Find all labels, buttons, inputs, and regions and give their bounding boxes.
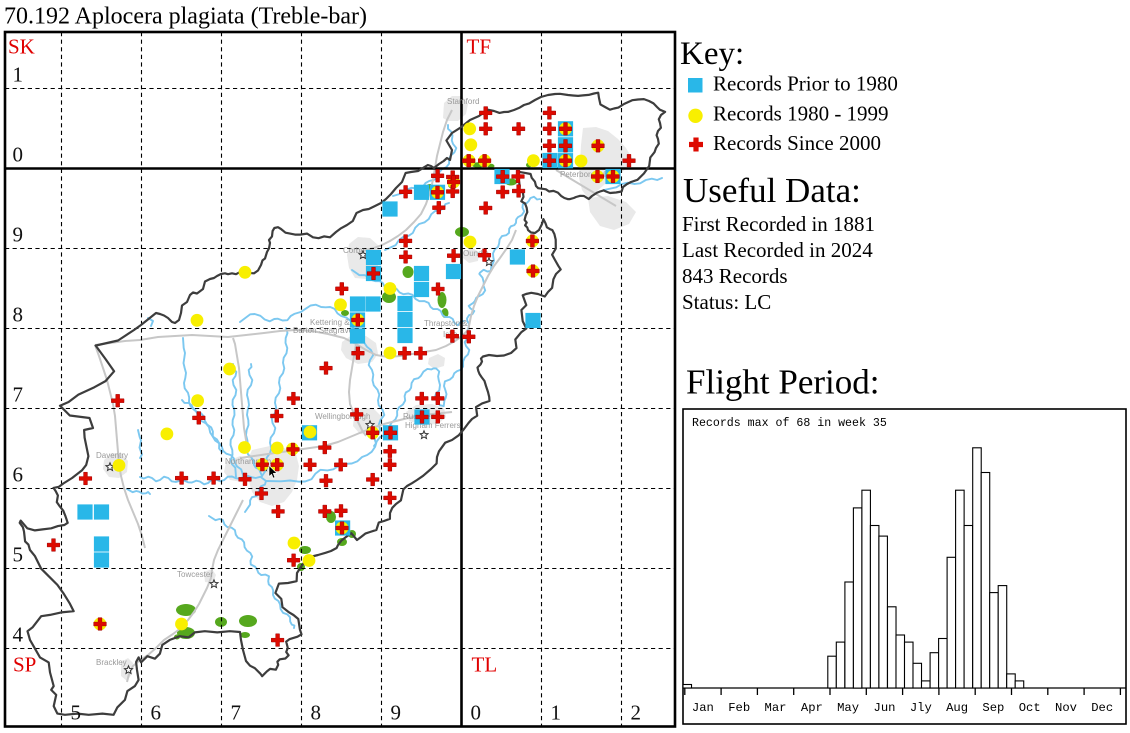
svg-text:Aug: Aug [946, 701, 968, 715]
svg-text:Thrapston &: Thrapston & [424, 319, 468, 328]
svg-text:Feb: Feb [728, 701, 750, 715]
svg-text:Apr: Apr [801, 701, 823, 715]
svg-text:2: 2 [631, 701, 642, 725]
svg-text:Jun: Jun [874, 701, 896, 715]
svg-text:Records Prior to 1980: Records Prior to 1980 [713, 72, 898, 96]
svg-text:May: May [837, 701, 859, 715]
svg-text:Useful Data:: Useful Data: [683, 171, 861, 210]
svg-text:1: 1 [13, 63, 24, 87]
svg-text:70.192 Aplocera plagiata (Treb: 70.192 Aplocera plagiata (Treble-bar) [4, 4, 367, 30]
svg-text:Kettering &: Kettering & [310, 318, 350, 327]
svg-text:7: 7 [231, 701, 242, 725]
svg-text:Nov: Nov [1055, 701, 1077, 715]
svg-text:Mar: Mar [765, 701, 787, 715]
svg-text:9: 9 [13, 223, 24, 247]
svg-text:4: 4 [13, 623, 24, 647]
svg-text:Northampton: Northampton [225, 457, 271, 466]
svg-text:Flight Period:: Flight Period: [686, 363, 880, 402]
svg-text:Brackley: Brackley [96, 658, 127, 667]
svg-text:Corby: Corby [343, 246, 364, 255]
svg-text:Records max of 68 in week 35: Records max of 68 in week 35 [692, 417, 887, 430]
svg-text:TF: TF [467, 35, 492, 59]
svg-text:5: 5 [71, 701, 82, 725]
svg-text:Status: LC: Status: LC [682, 290, 771, 314]
svg-text:Dec: Dec [1091, 701, 1113, 715]
svg-text:Jan: Jan [692, 701, 714, 715]
svg-text:Towcester: Towcester [177, 570, 213, 579]
svg-text:8: 8 [13, 303, 24, 327]
svg-text:9: 9 [391, 701, 402, 725]
svg-text:5: 5 [13, 543, 24, 567]
svg-text:Peterborough: Peterborough [560, 170, 608, 179]
svg-text:6: 6 [13, 463, 24, 487]
svg-text:Daventry: Daventry [96, 451, 128, 460]
svg-text:Sep: Sep [982, 701, 1004, 715]
svg-text:6: 6 [151, 701, 162, 725]
svg-text:Oundle: Oundle [463, 249, 489, 258]
svg-text:Key:: Key: [680, 36, 744, 72]
svg-text:Last Recorded in 2024: Last Recorded in 2024 [682, 238, 873, 262]
svg-text:Oct: Oct [1019, 701, 1041, 715]
svg-text:Higham Ferrers: Higham Ferrers [405, 421, 461, 430]
svg-text:1: 1 [551, 701, 562, 725]
svg-text:Records 1980 - 1999: Records 1980 - 1999 [713, 102, 889, 126]
svg-text:Jly: Jly [910, 701, 932, 715]
svg-text:7: 7 [13, 383, 24, 407]
svg-text:843 Records: 843 Records [682, 264, 788, 288]
svg-text:First Recorded in 1881: First Recorded in 1881 [682, 212, 875, 236]
svg-text:Stamford: Stamford [447, 97, 479, 106]
svg-text:Records Since 2000: Records Since 2000 [713, 131, 881, 155]
svg-text:Barton Seagrave: Barton Seagrave [293, 326, 354, 335]
svg-text:8: 8 [311, 701, 322, 725]
svg-text:TL: TL [472, 653, 498, 677]
svg-text:0: 0 [13, 143, 24, 167]
svg-text:Wellingborough: Wellingborough [315, 412, 370, 421]
svg-text:SP: SP [13, 653, 36, 677]
svg-text:0: 0 [471, 701, 482, 725]
svg-text:SK: SK [8, 35, 35, 59]
